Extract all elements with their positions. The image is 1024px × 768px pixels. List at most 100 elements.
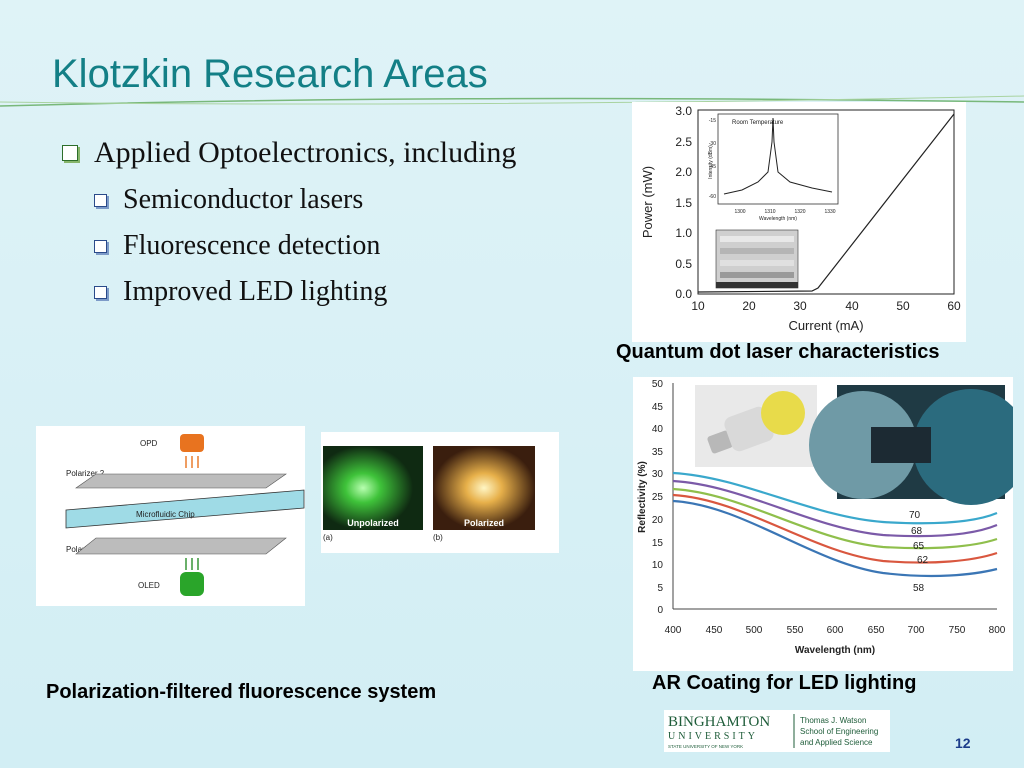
inset-y-tick: -45 [709,164,716,170]
y-tick: 2.0 [675,165,692,179]
opd-detector [180,434,204,452]
y-tick: 40 [652,424,664,435]
inset-title: Room Temperature [732,120,784,126]
opd-label: OPD [140,439,158,448]
fluor-photos-svg: Unpolarized Polarized (a) (b) [323,446,535,542]
ar-plot: 0 5 10 15 20 25 30 35 40 45 50 400 450 5… [637,379,1024,656]
y-tick: 2.5 [675,135,692,149]
y-tick: 20 [652,515,664,526]
checkbox-bullet-icon [94,285,107,299]
binghamton-logo: BINGHAMTON UNIVERSITY STATE UNIVERSITY O… [664,710,890,752]
x-tick: 550 [787,625,804,636]
checkbox-bullet-icon [62,145,78,161]
fluorescence-photos: Unpolarized Polarized (a) (b) [321,432,559,553]
polarizer2-label: Polarizer 2 [66,469,105,478]
laser-figure: 0.0 0.5 1.0 1.5 2.0 2.5 3.0 10 20 30 40 … [632,102,966,342]
bullet-item: Fluorescence detection [94,230,516,262]
y-tick: 0.0 [675,287,692,301]
inset-x-tick: 1330 [824,209,835,215]
polarizer1-plate [75,537,287,555]
fluorescence-diagram: OPD Polarizer 2 Microfluidic Chip Polari… [36,426,305,606]
curve-70 [672,471,998,525]
inset-x-label: Wavelength (nm) [759,216,797,222]
y-tick: 1.0 [675,226,692,240]
curve-65 [672,487,998,550]
y-tick: 0.5 [675,257,692,271]
inset-y-tick: -60 [709,194,716,200]
curve-label: 68 [911,526,923,537]
curve-62 [672,493,998,564]
checkbox-bullet-icon [94,239,107,253]
curve-label: 65 [913,541,925,552]
ar-figure: 0 5 10 15 20 25 30 35 40 45 50 400 450 5… [633,377,1024,671]
y-tick: 35 [652,447,664,458]
bullet-item: Improved LED lighting [94,276,516,308]
x-axis-label: Wavelength (nm) [795,645,875,656]
y-tick: 0 [657,605,663,616]
curve-label: 70 [909,510,921,521]
chip-label: Microfluidic Chip [136,510,195,519]
oled-source [180,572,204,596]
bullet-text: Improved LED lighting [123,276,388,307]
y-tick: 1.5 [675,196,692,210]
x-tick: 500 [746,625,763,636]
wafer-photo [809,385,1024,505]
title-divider [0,95,1024,107]
y-axis-label: Power (mW) [640,166,655,238]
y-tick: 45 [652,402,664,413]
logo-school2: School of Engineering [800,727,878,736]
bullet-text: Fluorescence detection [123,230,381,261]
curve-68 [672,479,998,538]
x-tick: 450 [706,625,723,636]
ar-caption: AR Coating for LED lighting [652,672,917,694]
inset-x-tick: 1300 [734,209,745,215]
fluorescence-caption: Polarization-filtered fluorescence syste… [46,681,437,703]
photo-tag-a: (a) [323,533,333,542]
x-tick: 20 [742,299,756,313]
x-tick: 800 [989,625,1006,636]
x-tick: 600 [827,625,844,636]
x-tick: 10 [691,299,705,313]
logo-line2: UNIVERSITY [668,731,758,742]
inset-x-tick: 1310 [764,209,775,215]
y-tick: 10 [652,560,664,571]
li-curve [697,113,955,293]
y-tick: 50 [652,379,664,390]
polarized-photo [433,446,535,530]
slide-title: Klotzkin Research Areas [52,52,488,96]
y-tick: 15 [652,538,664,549]
y-tick: 25 [652,492,664,503]
x-tick: 30 [793,299,807,313]
inset-y-tick: -15 [709,118,716,124]
y-axis-label: Reflectivity (%) [637,461,648,533]
logo-line1: BINGHAMTON [668,714,770,730]
x-tick: 60 [947,299,961,313]
curve-58 [672,499,998,578]
inset-y-tick: -30 [709,141,716,147]
x-tick: 700 [908,625,925,636]
checkbox-bullet-icon [94,193,107,207]
bullet-text: Semiconductor lasers [123,184,364,215]
logo-svg: BINGHAMTON UNIVERSITY STATE UNIVERSITY O… [668,714,878,749]
curve-label: 58 [913,583,925,594]
unpolarized-photo [323,446,423,530]
led-bulb-photo [695,385,817,467]
unpolarized-label: Unpolarized [347,518,399,528]
bullet-text: Applied Optoelectronics, including [94,136,517,169]
logo-school3: and Applied Science [800,738,873,747]
inset-x-tick: 1320 [794,209,805,215]
x-tick: 750 [949,625,966,636]
y-tick: 5 [657,583,663,594]
bullet-list: Applied Optoelectronics, including Semic… [62,136,516,322]
spectrum-curve [723,117,833,195]
x-tick: 40 [845,299,859,313]
x-tick: 650 [868,625,885,636]
y-tick: 3.0 [675,104,692,118]
photo-tag-b: (b) [433,533,443,542]
curve-label: 62 [917,555,929,566]
oled-label: OLED [138,581,160,590]
laser-caption: Quantum dot laser characteristics [616,341,940,363]
polarized-label: Polarized [464,518,504,528]
bullet-item: Semiconductor lasers [94,184,516,216]
